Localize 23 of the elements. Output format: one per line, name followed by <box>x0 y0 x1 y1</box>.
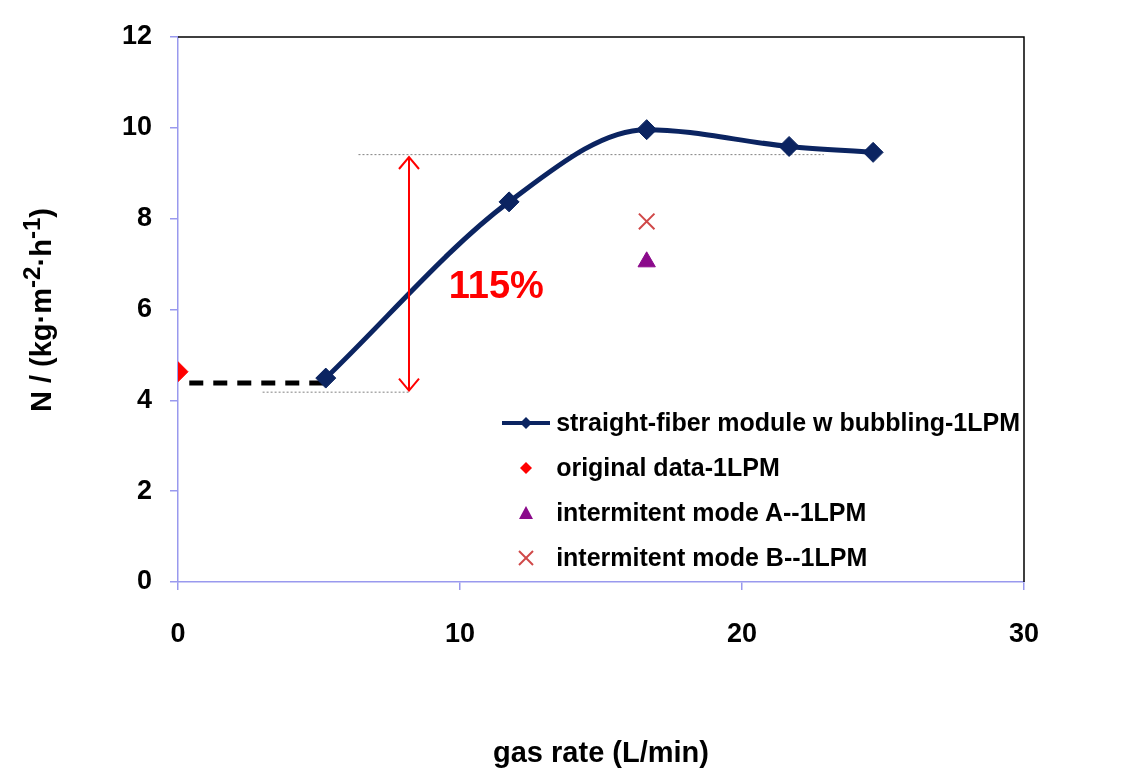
annotation: 115% <box>448 264 544 307</box>
y-tick-label: 8 <box>136 202 152 233</box>
y-tick-label: 6 <box>136 292 152 323</box>
y-tick-label: 2 <box>136 474 152 505</box>
x-tick-label: 0 <box>170 617 186 648</box>
legend-label: original data-1LPM <box>556 453 780 482</box>
legend-label: intermitent mode A--1LPM <box>556 498 867 527</box>
y-tick-label: 4 <box>136 383 152 414</box>
point <box>778 135 800 157</box>
x-axis-title: gas rate (L/min) <box>493 735 709 768</box>
x-tick-label: 20 <box>726 617 758 648</box>
x-tick-label: 10 <box>444 617 476 648</box>
point <box>315 367 337 389</box>
legend-label: intermitent mode B--1LPM <box>556 543 868 572</box>
point <box>637 212 656 231</box>
x-tick-label: 30 <box>1008 617 1040 648</box>
y-tick-label: 12 <box>121 20 152 51</box>
legend-label: straight-fiber module w bubbling-1LPM <box>556 408 1020 437</box>
y-tick-label: 0 <box>136 565 152 596</box>
point <box>498 191 520 213</box>
y-tick-label: 10 <box>121 111 152 142</box>
point <box>636 119 658 141</box>
point <box>862 141 884 163</box>
